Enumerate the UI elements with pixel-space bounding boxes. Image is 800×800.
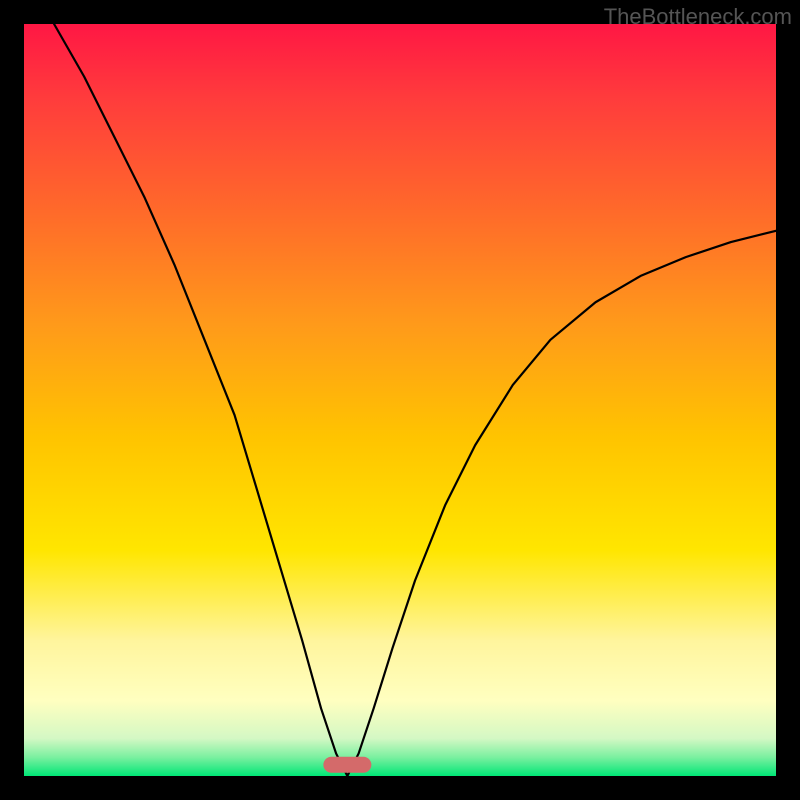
optimal-marker — [323, 757, 371, 773]
chart-svg — [0, 0, 800, 800]
chart-root: TheBottleneck.com — [0, 0, 800, 800]
gradient-background — [24, 24, 776, 776]
